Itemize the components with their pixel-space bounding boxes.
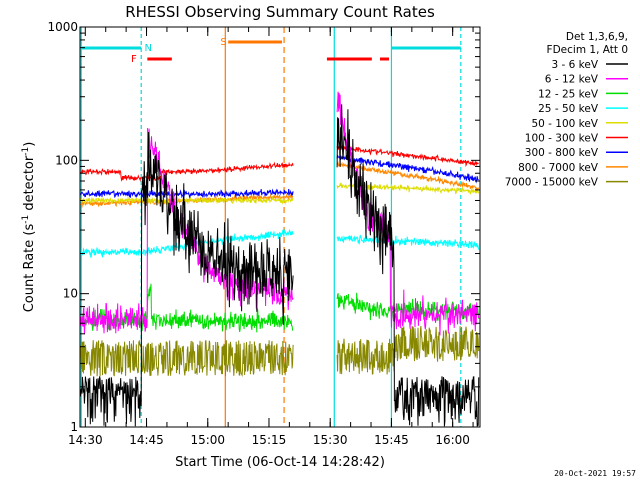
flag-label-s: S [220, 37, 226, 48]
y-axis-label-sup1: -1 [21, 215, 31, 224]
y-axis-label-end: ) [22, 142, 37, 147]
series-0-trace-1 [336, 104, 480, 427]
series-5-trace-1 [336, 144, 479, 168]
series-3-trace-1 [336, 234, 480, 250]
flag-label-f: F [131, 54, 137, 65]
plot-area: NF S [79, 27, 480, 427]
series-4-trace-0 [79, 196, 294, 206]
series-1-trace-1 [336, 91, 480, 336]
series-5-trace-0 [79, 161, 294, 182]
x-tick-label-6: 16:00 [435, 433, 470, 447]
series-7-trace-1 [336, 161, 480, 192]
x-axis-label: Start Time (06-Oct-14 14:28:42) [175, 455, 385, 470]
y-axis-label-mid: detector [22, 155, 37, 215]
legend-header-0: Det 1,3,6,9, [566, 31, 628, 43]
legend-label-4: 50 - 100 keV [531, 118, 598, 130]
y-axis-label: Count Rate (s-1 detector-1) [21, 142, 37, 313]
y-tick-label-2: 100 [55, 153, 78, 167]
x-tick-label-2: 15:00 [190, 433, 225, 447]
chart-title: RHESSI Observing Summary Count Rates [125, 3, 435, 21]
legend-label-6: 300 - 800 keV [525, 147, 599, 159]
y-axis-label-sup2: -1 [21, 147, 31, 156]
flag-label-n: N [144, 43, 151, 54]
y-tick-label-3: 1000 [47, 20, 78, 34]
y-tick-label-0: 1 [70, 420, 78, 434]
legend-label-3: 25 - 50 keV [538, 103, 599, 115]
series-1-trace-0 [79, 127, 294, 335]
series-6-trace-1 [336, 153, 479, 184]
series-6-trace-0 [79, 188, 294, 199]
footer-date: 20-Oct-2021 19:57 [554, 469, 636, 478]
legend-label-7: 800 - 7000 keV [518, 162, 599, 174]
legend-label-1: 6 - 12 keV [545, 74, 599, 86]
legend-label-2: 12 - 25 keV [538, 88, 599, 100]
series-8-trace-0 [79, 339, 294, 378]
legend-header-1: FDecim 1, Att 0 [547, 44, 628, 56]
x-tick-label-5: 15:45 [374, 433, 409, 447]
x-tick-label-1: 14:45 [129, 433, 164, 447]
x-tick-label-3: 15:15 [252, 433, 287, 447]
y-axis-label-main: Count Rate (s [22, 224, 37, 313]
x-tick-label-0: 14:30 [68, 433, 103, 447]
series-8-trace-1 [336, 325, 480, 375]
plot-frame [79, 26, 481, 428]
series-2-trace-1 [336, 292, 480, 322]
series-0-trace-0 [79, 131, 294, 427]
legend-label-5: 100 - 300 keV [525, 133, 599, 145]
legend-label-0: 3 - 6 keV [551, 59, 598, 71]
x-tick-label-4: 15:30 [313, 433, 348, 447]
axis-ticks: 1 10 100 1000 14:30 14:45 15:00 15:15 15:30 15:45… [47, 20, 480, 447]
legend-label-8: 7000 - 15000 keV [505, 177, 599, 189]
legend: Det 1,3,6,9,FDecim 1, Att 0 3 - 6 keV 6 - … [505, 31, 628, 189]
y-tick-label-1: 10 [63, 287, 78, 301]
